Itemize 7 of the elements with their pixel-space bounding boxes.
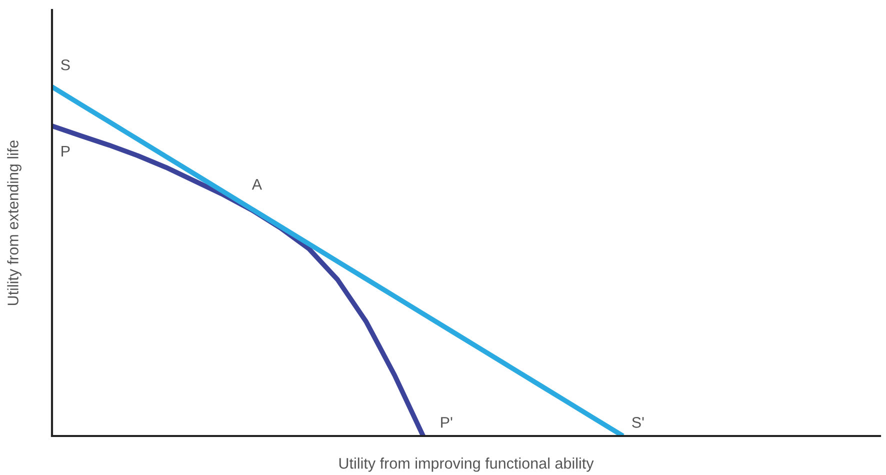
annotation: S' (632, 417, 644, 428)
annotation: A (252, 179, 262, 190)
annotation: P' (441, 417, 452, 428)
y-axis-title: Utility from extending life (7, 140, 22, 306)
annotation: P (62, 146, 70, 156)
text: S (61, 59, 70, 70)
x-axis-title: Utility from improving functional ability (339, 458, 594, 472)
